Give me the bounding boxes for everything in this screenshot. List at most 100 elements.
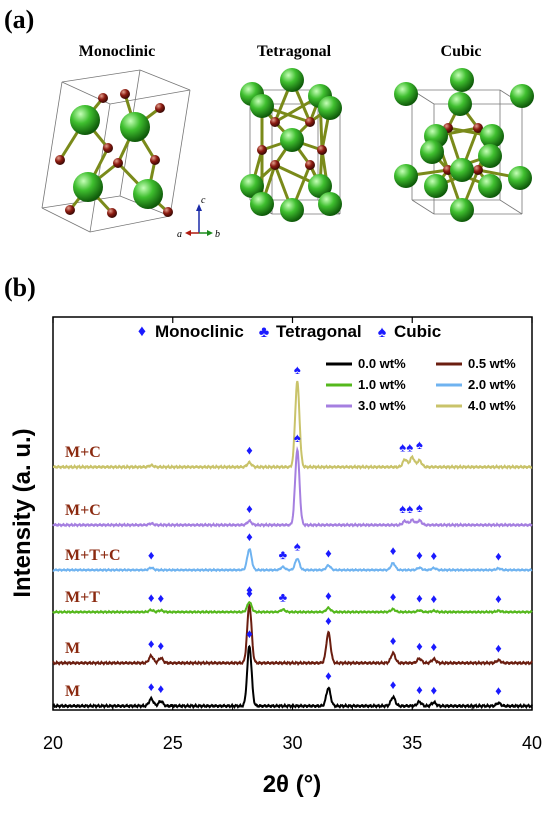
o-atom [55,155,65,165]
tetragonal-structure [240,68,342,222]
panel-b-label: (b) [4,273,36,302]
o-atom [163,207,173,217]
zr-atom [240,174,264,198]
o-atom [473,123,483,133]
phase-marker: ♦ [430,591,437,606]
cell-edge [61,69,141,83]
o-atom [305,117,315,127]
phase-marker: ♦ [325,668,332,683]
phase-marker: ♦ [495,591,502,606]
x-tick-label: 40 [522,733,542,753]
y-axis-title: Intensity (a. u.) [9,428,36,597]
legend-label-1: 0.5 wt% [468,356,516,371]
zr-atom [318,96,342,120]
o-atom [257,145,267,155]
o-atom [305,160,315,170]
phase-marker: ♦ [246,585,253,600]
o-atom [103,143,113,153]
cell-edge [41,81,63,209]
legend-label-0: 0.0 wt% [358,356,406,371]
o-atom [155,103,165,113]
zr-atom [420,140,444,164]
zr-atom [424,174,448,198]
zr-atom [478,144,502,168]
legend-monoclinic-label: Monoclinic [155,322,244,341]
zr-atom [250,192,274,216]
phase-marker: ♣ [279,547,288,562]
zr-atom [508,166,532,190]
phase-marker: ♠ [294,430,301,445]
phase-marker: ♦ [430,682,437,697]
phase-marker: ♦ [148,679,155,694]
o-atom [150,155,160,165]
zr-atom [510,84,534,108]
phase-marker: ♦ [325,613,332,628]
phase-marker: ♣ [279,590,288,605]
series-group [52,380,533,710]
phase-marker: ♦ [390,677,397,692]
phase-marker: ♦ [148,590,155,605]
series-line-4 [52,446,533,528]
phase-marker: ♠ [399,501,406,516]
phase-markers: ♦ ♦♦♦♦ ♦ ♦ ♦♦ ♦♦♦♦ ♦ ♦ ♦♦ ♦♦♣ ♦ ♦ ♦ ♦ ♦♦♦♣♠ ♦ ♦ ♦ ♦ ♦♦♠♠ ♠ ♠♦… [148,362,502,698]
tetragonal-title: Tetragonal [257,43,332,60]
x-tick-label: 30 [282,733,302,753]
phase-marker: ♦ [246,582,253,597]
phase-marker: ♦ [325,545,332,560]
zr-atom [308,174,332,198]
zr-atom [450,68,474,92]
series-line-3 [52,548,533,573]
cell-edge [41,195,121,209]
phase-marker: ♠ [399,439,406,454]
phase-marker: ♦ [416,548,423,563]
phase-label-3: M+T+C [65,547,121,564]
phase-marker: ♦ [416,639,423,654]
series-line-1 [52,602,533,667]
axis-c-label: c [201,195,206,206]
o-atom [473,165,483,175]
o-atom [270,160,280,170]
phase-marker: ♦ [495,640,502,655]
zr-atom [73,172,103,202]
phase-marker: ♠ [294,539,301,554]
o-atom [98,93,108,103]
zr-atom [120,112,150,142]
series-line-0 [52,644,533,710]
phase-marker: ♦ [246,501,253,516]
phase-marker: ♦ [495,548,502,563]
phase-label-5: M+C [65,444,101,461]
phase-marker: ♦ [430,548,437,563]
zr-atom [480,124,504,148]
zr-atom [394,164,418,188]
x-tick-label: 25 [163,733,183,753]
legend-tetragonal-label: Tetragonal [276,322,362,341]
legend-label-4: 3.0 wt% [358,398,406,413]
phase-marker: ♦ [325,588,332,603]
cell-edge [411,199,435,215]
zr-atom [250,94,274,118]
cell-edge [89,103,111,233]
phase-marker: ♦ [416,590,423,605]
cubic-structure [394,68,534,222]
series-line-2 [52,600,533,615]
zr-atom [133,179,163,209]
phase-marker: ♠ [416,500,423,515]
zr-atom [70,105,100,135]
series-legend: 0.0 wt% 0.5 wt% 1.0 wt% 2.0 wt% 3.0 wt% 4.0 w… [326,356,516,413]
phase-marker: ♦ [430,639,437,654]
x-tick-label: 20 [43,733,63,753]
phase-marker: ♦ [390,543,397,558]
monoclinic-structure [41,69,191,233]
phase-label-4: M+C [65,502,101,519]
phase-label-0: M [65,683,80,700]
phase-marker: ♦ [157,638,164,653]
phase-label-2: M+T [65,589,100,606]
phase-marker: ♦ [390,633,397,648]
x-tick-label: 35 [402,733,422,753]
zr-atom [280,198,304,222]
zr-atom [394,82,418,106]
phase-marker: ♦ [148,548,155,563]
phase-marker: ♦ [416,682,423,697]
zr-atom [280,128,304,152]
cell-edge [139,69,191,91]
